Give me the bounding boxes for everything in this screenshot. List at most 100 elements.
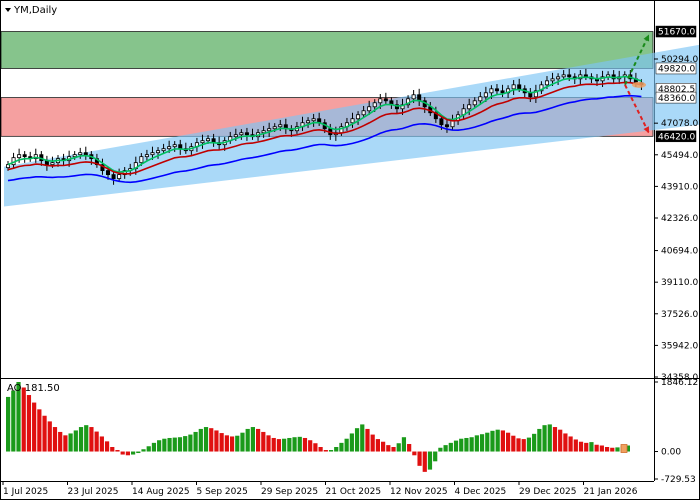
candle-body xyxy=(439,118,444,126)
x-tick-label: 1 Jul 2025 xyxy=(3,487,48,497)
candle-body xyxy=(350,118,355,124)
candle-body xyxy=(17,154,22,159)
ao-bar xyxy=(266,435,271,452)
ao-bar xyxy=(547,424,552,452)
price-label-box xyxy=(655,91,697,104)
ao-bar xyxy=(214,430,219,452)
ao-bar xyxy=(240,432,245,452)
candle-body xyxy=(483,92,488,98)
candle-body xyxy=(156,150,161,154)
ao-bar xyxy=(11,390,16,452)
candle-body xyxy=(500,90,505,94)
ao-bar xyxy=(464,437,469,452)
ao-bar xyxy=(422,451,427,472)
ao-bar xyxy=(433,451,438,462)
ao-bar xyxy=(297,436,302,452)
ao-current-bar-marker xyxy=(620,444,628,453)
ao-tick-label: 0.00 xyxy=(661,448,681,458)
ao-bar xyxy=(282,438,287,452)
current-price-marker xyxy=(632,81,646,88)
candle-body xyxy=(556,76,561,80)
y-tick-label: 37526.0 xyxy=(661,310,698,320)
ao-tick-label: -729.53 xyxy=(661,475,696,485)
ao-bar xyxy=(203,427,209,452)
price-label: 46420.0 xyxy=(658,133,695,143)
x-tick-label: 12 Nov 2025 xyxy=(390,487,448,497)
price-label-box xyxy=(655,130,697,143)
ao-bar xyxy=(396,443,401,452)
ao-bar xyxy=(219,433,224,452)
candle-body xyxy=(117,174,122,180)
ao-bar xyxy=(516,438,521,452)
candle-body xyxy=(489,88,494,94)
x-tick-label: 14 Aug 2025 xyxy=(132,487,190,497)
ao-bar xyxy=(344,438,349,452)
price-label-box xyxy=(655,62,697,75)
x-tick-label: 29 Dec 2025 xyxy=(519,487,577,497)
y-tick-label: 35942.0 xyxy=(661,341,698,351)
y-tick-label: 45494.0 xyxy=(661,151,698,161)
x-tick-label: 23 Jul 2025 xyxy=(68,487,119,497)
candle-body xyxy=(467,104,472,110)
candle-body xyxy=(478,96,483,102)
ao-bar xyxy=(157,440,162,452)
ao-bar xyxy=(73,430,78,452)
candle-body xyxy=(533,90,538,98)
candle-body xyxy=(178,144,183,150)
ao-bar xyxy=(94,431,99,452)
ao-bar xyxy=(427,451,433,470)
ao-bar xyxy=(209,428,214,452)
candle-body xyxy=(239,132,244,136)
ao-bar xyxy=(151,442,157,452)
candle-body xyxy=(267,128,272,132)
ao-bar xyxy=(42,415,47,452)
ao-bar xyxy=(287,437,292,452)
y-tick-label: 47078.0 xyxy=(661,119,698,129)
candle-body xyxy=(172,144,177,148)
candle-body xyxy=(444,124,449,128)
ao-bar xyxy=(370,434,375,452)
candle-body xyxy=(72,154,77,158)
price-label: 48802.5 xyxy=(658,85,695,95)
candle-body xyxy=(111,174,116,180)
ao-bar xyxy=(334,447,339,452)
ao-bar xyxy=(459,438,464,452)
y-tick-label: 42326.0 xyxy=(661,214,698,224)
ao-bar xyxy=(485,432,490,452)
candle-body xyxy=(139,156,144,164)
forecast-arrow-down xyxy=(624,84,650,134)
ao-bar xyxy=(261,431,266,452)
ao-bar xyxy=(412,451,417,456)
ao-bar xyxy=(568,436,573,452)
x-tick-label: 5 Sep 2025 xyxy=(197,487,248,497)
ao-bar xyxy=(552,427,558,452)
ao-bar xyxy=(183,436,188,452)
candle-body xyxy=(494,88,499,92)
x-tick-label: 21 Oct 2025 xyxy=(326,487,382,497)
candle-body xyxy=(517,84,522,90)
ao-bar xyxy=(563,433,568,452)
candle-body xyxy=(450,120,455,128)
ao-bar xyxy=(511,435,516,452)
candle-body xyxy=(144,154,149,158)
candle-body xyxy=(83,152,88,156)
ao-bar xyxy=(78,427,84,452)
ao-bar xyxy=(521,439,526,452)
chart-title: YM,Daily xyxy=(13,5,57,16)
triangle-down-icon[interactable] xyxy=(5,8,11,12)
candle-body xyxy=(50,162,55,166)
candle-body xyxy=(161,148,166,152)
ao-bar xyxy=(438,447,443,452)
ao-bar xyxy=(188,434,193,452)
ao-bars xyxy=(6,382,630,472)
ao-bar xyxy=(354,428,360,452)
ao-bar xyxy=(589,442,594,452)
y-tick-label: 43910.0 xyxy=(661,182,698,192)
ao-bar xyxy=(407,443,412,452)
ao-bar xyxy=(104,441,110,452)
candle-body xyxy=(278,124,283,128)
ao-bar xyxy=(532,433,537,452)
ao-bar xyxy=(167,437,172,452)
candle-body xyxy=(550,78,555,82)
